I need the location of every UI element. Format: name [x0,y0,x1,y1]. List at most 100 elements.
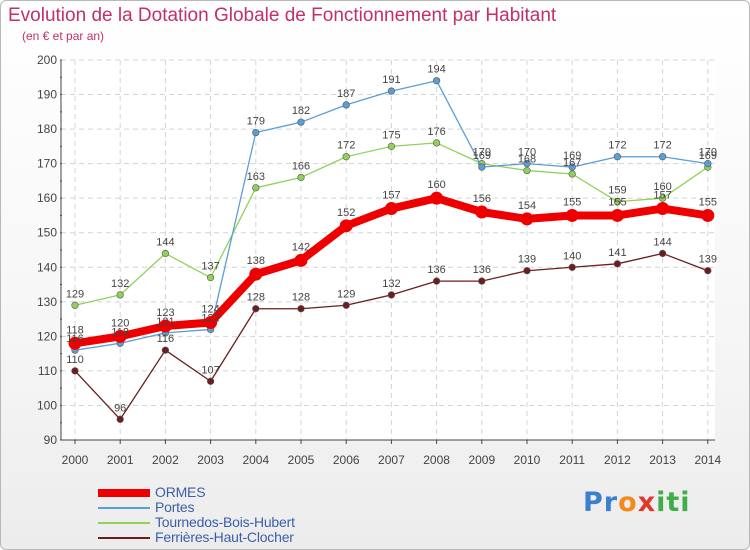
y-tick-label: 90 [44,433,58,447]
x-tick-label: 2004 [242,453,269,467]
data-label: 132 [382,278,400,290]
x-tick-label: 2001 [107,453,134,467]
data-label: 116 [157,333,175,345]
x-tick-label: 2006 [333,453,360,467]
data-point [704,160,712,168]
data-label: 141 [608,247,626,259]
legend-label: Portes [155,499,195,515]
data-label: 138 [247,255,265,267]
data-label: 163 [247,171,265,183]
data-label: 166 [292,160,310,172]
data-point [294,253,308,267]
data-label: 167 [563,157,581,169]
data-label: 175 [382,129,400,141]
legend-swatch [98,522,150,524]
data-point [565,208,579,222]
legend-label: ORMES [155,484,206,500]
data-label: 110 [66,354,84,366]
data-point [704,267,712,275]
data-label: 116 [66,333,84,345]
data-label: 155 [699,196,717,208]
data-label: 159 [608,185,626,197]
data-label: 160 [653,181,671,193]
data-label: 172 [337,140,355,152]
x-tick-label: 2008 [423,453,450,467]
data-point [568,163,576,171]
data-label: 170 [473,147,491,159]
data-label: 155 [608,196,626,208]
data-point [71,301,79,309]
data-point [297,173,305,182]
data-label: 139 [699,254,717,266]
y-tick-label: 140 [37,260,57,274]
data-point [116,291,124,299]
data-point [523,160,531,168]
legend-swatch [98,489,150,497]
data-label: 157 [653,190,671,202]
legend-label: Ferrières-Haut-Clocher [155,529,294,545]
data-label: 124 [201,304,219,316]
y-tick-label: 110 [38,364,57,378]
data-label: 136 [427,264,445,276]
data-point [342,153,350,161]
data-label: 157 [382,190,400,202]
data-point [430,191,444,205]
y-tick-label: 160 [37,191,57,205]
data-label: 139 [518,254,536,266]
data-point [478,163,486,171]
data-point [161,249,169,258]
data-point [523,166,531,175]
data-point [658,153,667,161]
data-point [701,208,715,222]
data-point [342,101,350,109]
data-label: 129 [66,288,84,300]
chart-title: Evolution de la Dotation Globale de Fonc… [8,5,557,26]
data-point [252,128,260,137]
data-label: 194 [427,64,445,76]
logo-letter: r [603,487,619,518]
data-point [568,170,576,178]
data-label: 170 [518,147,536,159]
data-point [568,263,576,271]
data-point [613,198,622,206]
data-point [339,219,353,233]
data-point [387,291,396,299]
legend-label: Tournedos-Bois-Hubert [155,514,295,530]
data-point [252,305,260,313]
logo-letter: i [656,487,667,518]
data-point [113,329,127,343]
x-tick-label: 2010 [514,453,541,467]
data-point [658,194,667,202]
data-label: 187 [337,88,355,100]
data-point [613,260,622,268]
data-label: 179 [247,116,265,128]
data-point [523,267,531,275]
data-point [387,87,396,95]
data-point [68,336,82,350]
x-tick-label: 2003 [197,453,224,467]
x-tick-label: 2013 [649,453,676,467]
data-point [207,377,215,385]
data-label: 128 [247,292,265,304]
x-tick-label: 2007 [378,453,405,467]
data-point [158,319,172,333]
data-label: 152 [337,207,355,219]
data-label: 144 [653,236,671,248]
data-point [387,142,396,150]
data-point [433,77,441,85]
data-label: 154 [518,200,536,212]
data-label: 142 [292,241,310,253]
data-point [297,305,305,313]
data-point [475,205,489,219]
logo-letter: i [680,487,691,518]
data-label: 169 [699,150,717,162]
data-label: 191 [382,74,400,86]
y-tick-label: 130 [37,295,57,309]
data-point [249,267,263,281]
data-point [161,346,169,354]
data-label: 169 [563,150,581,162]
y-tick-label: 190 [37,88,57,102]
logo-letter: t [666,487,681,518]
data-label: 170 [699,147,717,159]
data-point [252,184,260,192]
